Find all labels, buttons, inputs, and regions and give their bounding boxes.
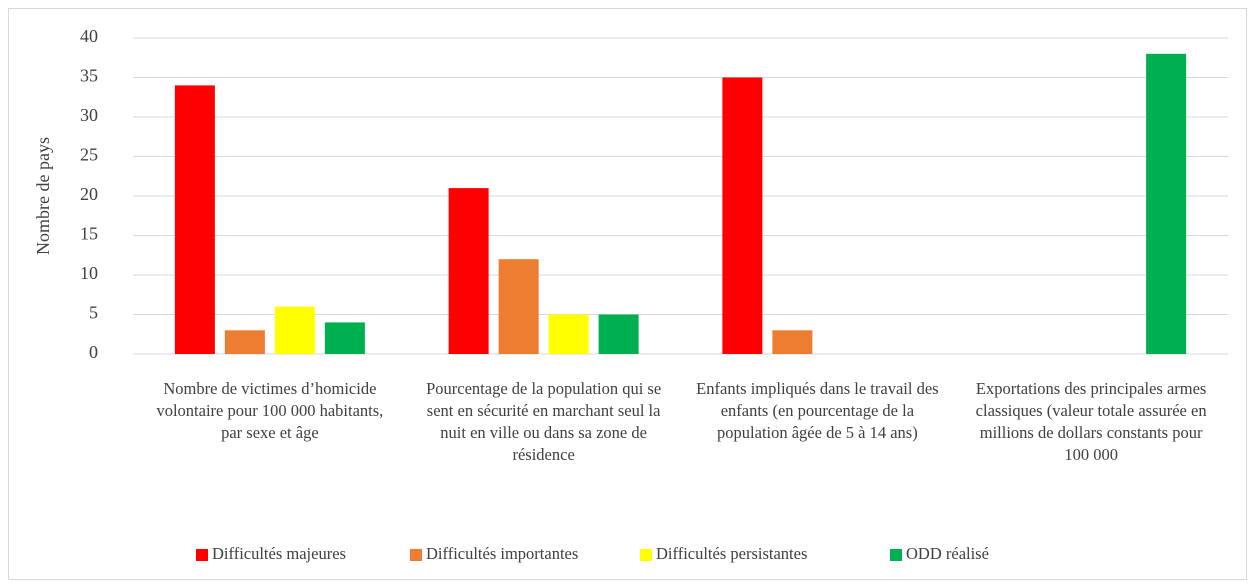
legend-swatch	[890, 549, 902, 561]
legend-label: ODD réalisé	[906, 544, 989, 563]
y-tick-label: 30	[80, 105, 98, 125]
y-tick-label: 10	[80, 263, 98, 283]
x-tick-label: Pourcentage de la population qui se sent…	[426, 379, 662, 464]
legend-label: Difficultés importantes	[426, 544, 578, 563]
x-tick-label: Nombre de victimes d’homicide volontaire…	[156, 379, 384, 442]
legend-swatch	[640, 549, 652, 561]
bar	[324, 322, 365, 354]
legend-label: Difficultés majeures	[212, 544, 346, 563]
y-tick-label: 5	[89, 303, 98, 323]
bar	[722, 77, 763, 354]
bar	[274, 306, 315, 354]
bar	[224, 330, 265, 354]
bar	[772, 330, 813, 354]
y-tick-label: 15	[80, 224, 98, 244]
bar	[598, 314, 639, 354]
bar	[548, 314, 589, 354]
y-tick-label: 0	[89, 342, 98, 362]
y-tick-label: 20	[80, 184, 98, 204]
x-tick-label: Enfants impliqués dans le travail des en…	[696, 379, 939, 442]
legend-swatch	[196, 549, 208, 561]
bar	[498, 259, 539, 354]
legend-label: Difficultés persistantes	[656, 544, 807, 563]
y-tick-label: 35	[80, 66, 98, 86]
legend-swatch	[410, 549, 422, 561]
x-tick-label: Exportations des principales armes class…	[975, 379, 1207, 464]
bar	[174, 85, 215, 355]
bar	[1146, 53, 1187, 355]
y-axis-label: Nombre de pays	[33, 137, 53, 255]
bar	[448, 188, 489, 354]
y-tick-label: 40	[80, 26, 98, 46]
y-tick-label: 25	[80, 145, 98, 165]
